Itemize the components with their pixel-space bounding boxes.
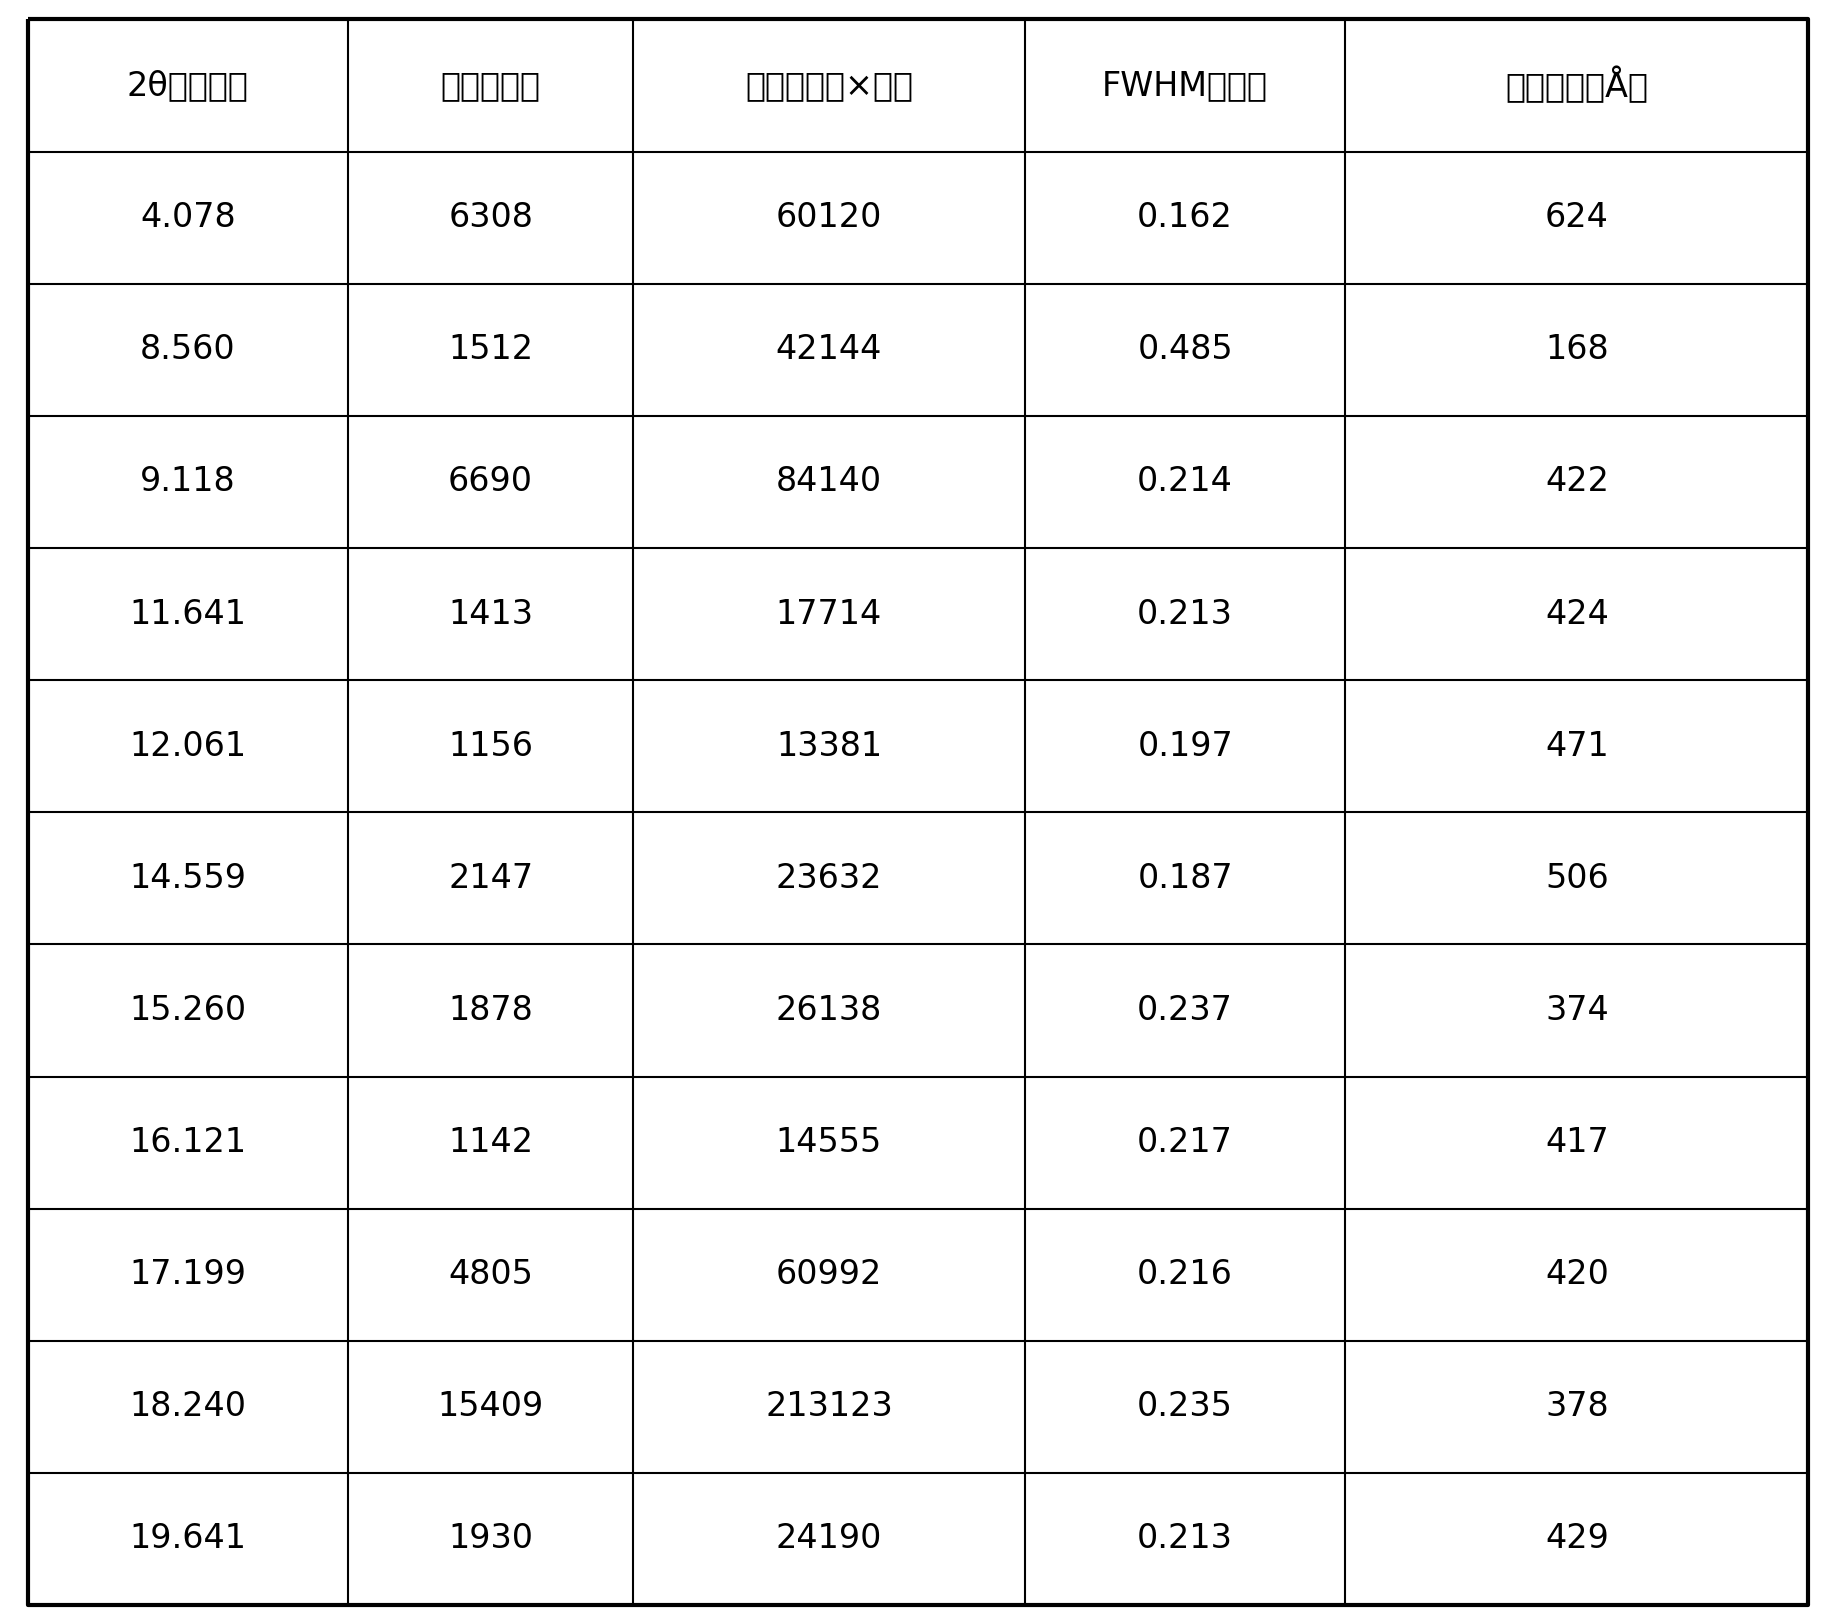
Text: 0.216: 0.216 [1136,1259,1234,1291]
Text: FWHM（度）: FWHM（度） [1102,70,1269,102]
Text: 506: 506 [1546,862,1608,895]
Text: 624: 624 [1546,201,1608,235]
Text: 19.641: 19.641 [129,1523,246,1555]
Text: 0.213: 0.213 [1136,597,1234,631]
Text: 0.197: 0.197 [1136,730,1234,762]
Text: 13381: 13381 [777,730,881,762]
Text: 4805: 4805 [448,1259,532,1291]
Text: 1930: 1930 [448,1523,532,1555]
Text: 42144: 42144 [777,333,881,366]
Text: 17.199: 17.199 [129,1259,246,1291]
Text: 0.187: 0.187 [1136,862,1234,895]
Text: 378: 378 [1546,1390,1608,1424]
Text: 23632: 23632 [775,862,883,895]
Text: 2147: 2147 [448,862,532,895]
Text: 14555: 14555 [777,1126,881,1158]
Text: 417: 417 [1546,1126,1608,1158]
Text: 17714: 17714 [777,597,881,631]
Text: 0.217: 0.217 [1136,1126,1234,1158]
Text: 1413: 1413 [448,597,532,631]
Text: 374: 374 [1546,993,1608,1027]
Text: 422: 422 [1544,466,1608,498]
Text: 213123: 213123 [766,1390,892,1424]
Text: 16.121: 16.121 [129,1126,246,1158]
Text: 8.560: 8.560 [140,333,235,366]
Text: 15409: 15409 [437,1390,543,1424]
Text: 1142: 1142 [448,1126,532,1158]
Text: 84140: 84140 [777,466,881,498]
Text: 0.162: 0.162 [1136,201,1234,235]
Text: 0.235: 0.235 [1136,1390,1234,1424]
Text: 60120: 60120 [777,201,881,235]
Text: 14.559: 14.559 [129,862,246,895]
Text: 高（计数）: 高（计数） [441,70,540,102]
Text: 1878: 1878 [448,993,532,1027]
Text: 1512: 1512 [448,333,532,366]
Text: 11.641: 11.641 [129,597,246,631]
Text: 18.240: 18.240 [129,1390,246,1424]
Text: 6308: 6308 [448,201,532,235]
Text: 4.078: 4.078 [140,201,235,235]
Text: 15.260: 15.260 [129,993,246,1027]
Text: 0.485: 0.485 [1136,333,1234,366]
Text: 420: 420 [1546,1259,1608,1291]
Text: 0.213: 0.213 [1136,1523,1234,1555]
Text: 424: 424 [1546,597,1608,631]
Text: 471: 471 [1546,730,1608,762]
Text: 429: 429 [1546,1523,1608,1555]
Text: 0.214: 0.214 [1136,466,1234,498]
Text: 面积（计数×度）: 面积（计数×度） [745,70,912,102]
Text: 9.118: 9.118 [140,466,235,498]
Text: 0.237: 0.237 [1136,993,1234,1027]
Text: 24190: 24190 [777,1523,881,1555]
Text: 2θ角（度）: 2θ角（度） [127,70,248,102]
Text: 1156: 1156 [448,730,532,762]
Text: 6690: 6690 [448,466,532,498]
Text: 12.061: 12.061 [129,730,246,762]
Text: 晶面间距（Å）: 晶面间距（Å） [1506,66,1649,104]
Text: 26138: 26138 [777,993,881,1027]
Text: 168: 168 [1546,333,1608,366]
Text: 60992: 60992 [777,1259,881,1291]
